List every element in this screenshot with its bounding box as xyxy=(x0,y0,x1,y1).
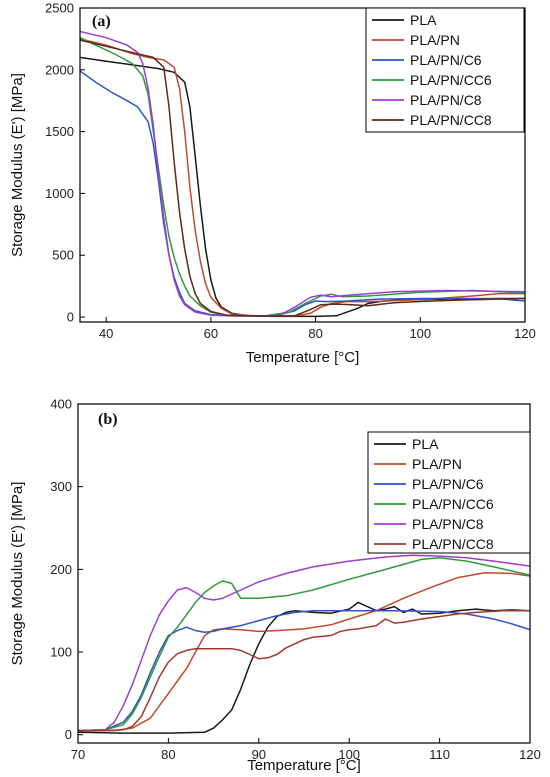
y-tick-label: 200 xyxy=(50,562,72,577)
x-tick-label: 60 xyxy=(204,326,218,341)
y-tick-label: 1000 xyxy=(45,186,74,201)
x-tick-label: 90 xyxy=(252,747,266,762)
legend-entry: PLA/PN/C8 xyxy=(410,92,482,108)
series-line-pla xyxy=(78,601,530,734)
y-axis-label: Storage Modulus (E') [MPa] xyxy=(9,482,26,666)
x-tick-label: 120 xyxy=(519,747,541,762)
legend-box xyxy=(367,431,531,554)
series-line-pla-pn-c8 xyxy=(80,30,525,317)
y-tick-label: 100 xyxy=(50,645,72,660)
legend-entry: PLA/PN/C8 xyxy=(412,516,484,532)
x-tick-label: 70 xyxy=(71,747,85,762)
series-line-pla-pn-c6 xyxy=(80,70,525,317)
series-line-pla-pn-c6 xyxy=(78,609,530,732)
series-line-pla-pn-c8 xyxy=(78,554,530,732)
chart-panel-a: 40 60 80 100 120 0 500 1000 1500 2000 2500 Temperat… xyxy=(9,1,536,367)
legend: PLA PLA/PN PLA/PN/C6 PLA/PN/CC6 PLA/PN/C8 PLA… xyxy=(367,431,531,554)
legend-box xyxy=(365,7,525,133)
legend: PLA PLA/PN PLA/PN/C6 PLA/PN/CC6 PLA/PN/C8 PLA… xyxy=(365,7,525,133)
x-tick-label: 120 xyxy=(514,326,536,341)
legend-entry: PLA/PN xyxy=(410,32,460,48)
y-tick-label: 300 xyxy=(50,479,72,494)
y-tick-label: 2500 xyxy=(45,1,74,16)
series-line-pla-pn-cc8 xyxy=(78,609,530,732)
plot-frame xyxy=(77,403,531,744)
x-tick-label: 80 xyxy=(161,747,175,762)
y-tick-label: 2000 xyxy=(45,62,74,77)
chart-panel-b: 70 80 90 100 110 120 0 100 200 300 400 Temperature … xyxy=(9,397,541,775)
legend-entry: PLA xyxy=(410,12,437,28)
y-tick-label: 500 xyxy=(52,248,74,263)
x-tick-label: 80 xyxy=(308,326,322,341)
series-line-pla-pn-cc8 xyxy=(80,39,525,317)
legend-entry: PLA/PN/CC6 xyxy=(410,72,492,88)
legend-entry: PLA xyxy=(412,436,439,452)
x-tick-label: 110 xyxy=(429,747,450,762)
y-tick-label: 0 xyxy=(67,310,74,325)
legend-entry: PLA/PN xyxy=(412,456,462,472)
legend-entry: PLA/PN/C6 xyxy=(412,476,484,492)
legend-entry: PLA/PN/CC8 xyxy=(412,536,494,552)
x-tick-label: 100 xyxy=(409,326,431,341)
x-tick-label: 40 xyxy=(99,326,113,341)
legend-entry: PLA/PN/CC8 xyxy=(410,112,492,128)
legend-entry: PLA/PN/C6 xyxy=(410,52,482,68)
panel-label: (b) xyxy=(98,411,118,428)
series-line-pla-pn-cc6 xyxy=(78,557,530,732)
y-tick-label: 1500 xyxy=(45,124,74,139)
x-axis-label: Temperature [°C] xyxy=(246,349,360,366)
x-axis-label: Temperature [°C] xyxy=(247,757,361,774)
legend-entry: PLA/PN/CC6 xyxy=(412,496,494,512)
y-axis-label: Storage Modulus (E') [MPa] xyxy=(9,73,26,257)
y-tick-label: 0 xyxy=(65,727,72,742)
x-tick-label: 100 xyxy=(338,747,360,762)
series-line-pla-pn xyxy=(80,38,525,317)
plot-frame xyxy=(79,7,526,323)
panel-label: (a) xyxy=(92,13,111,30)
y-tick-label: 400 xyxy=(50,397,72,412)
series-line-pla-pn xyxy=(78,571,530,732)
